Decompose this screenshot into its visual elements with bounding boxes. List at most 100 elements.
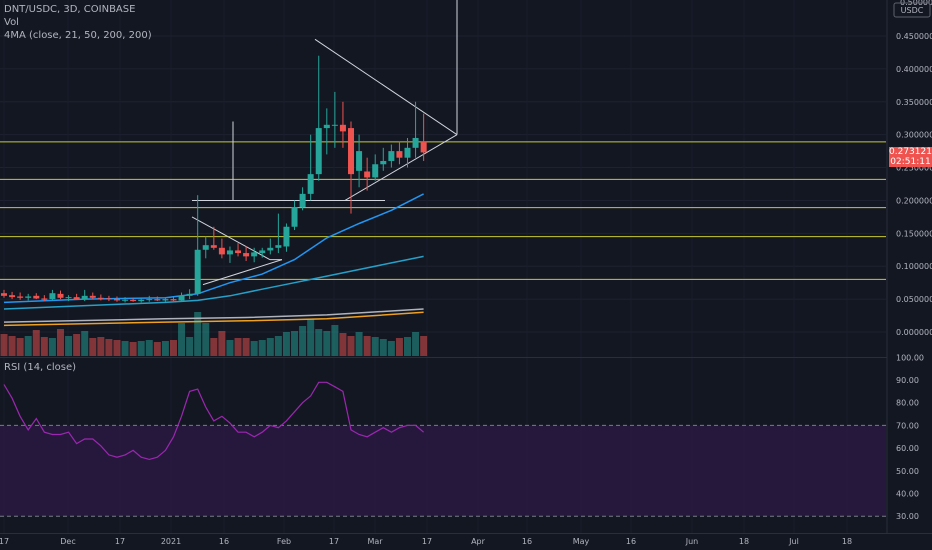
price-tick-label: 0.050000 [896, 295, 932, 304]
price-axis [887, 0, 932, 550]
candle-body [97, 297, 104, 299]
candle-body [380, 160, 387, 165]
rsi-tick-label: 30.00 [896, 512, 919, 521]
candle-body [146, 299, 153, 301]
volume-bar [202, 323, 210, 356]
candle-body [162, 299, 169, 301]
candle-body [9, 295, 16, 298]
rsi-band [0, 425, 886, 517]
candle-body [130, 299, 137, 302]
volume-bar [339, 333, 347, 356]
candle-body [186, 293, 193, 296]
volume-bar [24, 336, 32, 356]
candle-body [307, 174, 314, 194]
candle-body [210, 245, 217, 248]
volume-bar [89, 338, 97, 356]
price-tick-label: 0.150000 [896, 229, 932, 238]
volume-bar [0, 334, 8, 356]
candle-body [299, 193, 306, 208]
time-tick-label: Mar [367, 537, 383, 546]
volume-bar [282, 332, 290, 356]
candle-body [138, 299, 145, 302]
volume-bar [234, 338, 242, 356]
volume-bar [420, 336, 428, 356]
candle-body [122, 299, 129, 301]
candle-body [372, 164, 379, 178]
volume-bar [16, 338, 24, 356]
volume-bar [412, 332, 420, 356]
rsi-tick-label: 90.00 [896, 376, 919, 385]
volume-bar [371, 337, 379, 356]
candle-body [41, 298, 48, 300]
volume-bar [56, 329, 64, 356]
time-tick-label: 18 [842, 537, 852, 546]
triangle-upper-line [314, 38, 458, 136]
time-tick-label: May [573, 537, 590, 546]
candle-body [396, 151, 403, 158]
candle-body [331, 124, 338, 126]
chart-title: DNT/USDC, 3D, COINBASE [4, 4, 136, 15]
volume-bar [242, 338, 250, 356]
volume-bar [315, 329, 323, 356]
candle-body [81, 295, 88, 300]
time-tick-label: Jul [788, 537, 799, 546]
time-tick-label: Apr [471, 537, 486, 546]
countdown-tag: 02:51:11 [889, 157, 932, 167]
candle-body [218, 247, 225, 255]
volume-bar [121, 341, 129, 356]
volume-bar [291, 331, 299, 356]
volume-bar [274, 336, 282, 356]
volume-bar [81, 331, 89, 356]
candle-body [339, 124, 346, 132]
volume-label: Vol [4, 17, 19, 28]
volume-bar [105, 339, 113, 356]
rsi-tick-label: 50.00 [896, 467, 919, 476]
volume-bar [299, 326, 307, 356]
volume-bar [186, 337, 194, 356]
volume-bar [73, 334, 81, 356]
candle-body [1, 293, 7, 296]
candle-body [356, 151, 363, 171]
rsi-tick-label: 80.00 [896, 399, 919, 408]
volume-bar [323, 331, 331, 356]
candle-body [348, 128, 355, 175]
candle-body [113, 299, 120, 301]
volume-bar [145, 340, 153, 356]
volume-bar [161, 341, 169, 356]
volume-bar [194, 312, 202, 356]
ma-line-1 [3, 193, 424, 304]
volume-bar [97, 337, 105, 356]
candle-body [226, 250, 233, 255]
triangle-lower-line [344, 134, 458, 201]
price-tick-label: 0.300000 [896, 131, 932, 140]
candle-body [49, 293, 56, 300]
candle-body [73, 297, 80, 300]
candle-body [25, 296, 32, 298]
volume-bar [8, 336, 16, 356]
volume-bar [387, 341, 395, 356]
price-tick-label: 0.400000 [896, 65, 932, 74]
candle-body [420, 141, 427, 153]
volume-bar [218, 331, 226, 356]
candle-body [17, 296, 24, 298]
volume-bar [258, 340, 266, 356]
price-tick-label: 0.100000 [896, 262, 932, 271]
time-tick-label: 16 [219, 537, 229, 546]
time-tick-label: Jun [685, 537, 699, 546]
currency-box [893, 2, 931, 18]
price-tick-label: 0.350000 [896, 98, 932, 107]
flag-lower-line [202, 259, 283, 286]
volume-bar [129, 342, 137, 356]
candle-body [267, 247, 274, 251]
candle-body [412, 137, 419, 148]
time-tick-label: 16 [626, 537, 636, 546]
volume-bar [363, 336, 371, 356]
candle-body [178, 295, 185, 301]
candle-body [170, 299, 177, 301]
volume-bar [153, 342, 161, 356]
volume-bar [48, 338, 56, 356]
volume-bar [347, 336, 355, 356]
candle-body [323, 124, 330, 129]
ma-line-3 [3, 308, 424, 323]
